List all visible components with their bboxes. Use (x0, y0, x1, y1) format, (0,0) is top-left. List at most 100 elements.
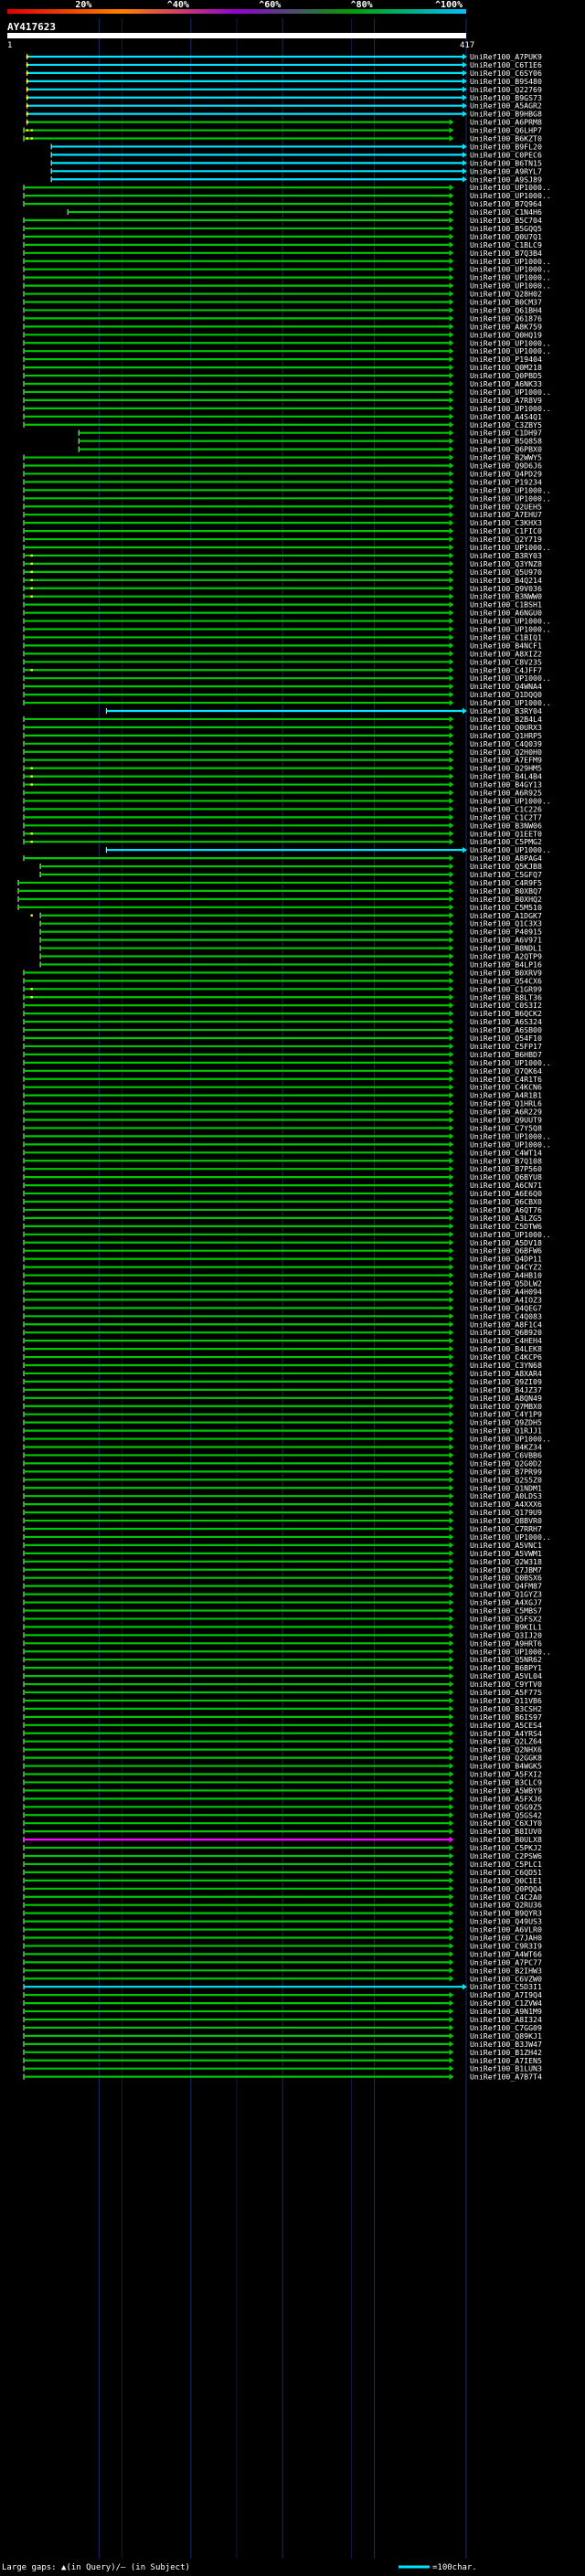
hit-label[interactable]: UniRef100_Q6LHP7 (470, 126, 542, 135)
hit-label[interactable]: UniRef100_Q4FM87 (470, 1582, 542, 1591)
hit-label[interactable]: UniRef100_P40915 (470, 928, 542, 937)
hit-label[interactable]: UniRef100_B7Q964 (470, 199, 542, 208)
hit-label[interactable]: UniRef100_B7PR99 (470, 1467, 542, 1476)
hit-label[interactable]: UniRef100_Q6CBX0 (470, 1197, 542, 1206)
hit-label[interactable]: UniRef100_Q2UEH5 (470, 502, 542, 511)
hit-row[interactable]: UniRef100_B3NW06 (23, 821, 542, 830)
hit-row[interactable]: UniRef100_C1DH97 (78, 429, 542, 438)
hit-label[interactable]: UniRef100_A7EHU7 (470, 510, 542, 519)
hit-label[interactable]: UniRef100_B0ULX8 (470, 1835, 542, 1844)
hit-row[interactable]: UniRef100_UP1000.. (23, 485, 551, 494)
hit-label[interactable]: UniRef100_Q54F10 (470, 1034, 542, 1043)
hit-label[interactable]: UniRef100_UP1000.. (470, 485, 551, 494)
hit-row[interactable]: UniRef100_C5PKJ2 (23, 1843, 542, 1852)
hit-label[interactable]: UniRef100_Q9UUT9 (470, 1116, 542, 1125)
hit-label[interactable]: UniRef100_C7JAH0 (470, 1934, 542, 1943)
hit-row[interactable]: UniRef100_Q179U9 (23, 1508, 542, 1517)
hit-row[interactable]: UniRef100_B0XBQ7 (17, 886, 542, 896)
hit-label[interactable]: UniRef100_Q0C1E1 (470, 1876, 542, 1885)
hit-label[interactable]: UniRef100_Q11VB6 (470, 1696, 542, 1705)
hit-label[interactable]: UniRef100_A7EFM9 (470, 756, 542, 765)
hit-row[interactable]: UniRef100_A8XAR4 (23, 1369, 542, 1378)
hit-label[interactable]: UniRef100_B5GQQ5 (470, 224, 542, 233)
hit-label[interactable]: UniRef100_Q28H02 (470, 290, 542, 299)
hit-label[interactable]: UniRef100_A1DGK7 (470, 911, 542, 920)
hit-row[interactable]: UniRef100_UP1000.. (23, 265, 551, 274)
hit-label[interactable]: UniRef100_A8PAG4 (470, 853, 542, 863)
hit-label[interactable]: UniRef100_B4Q214 (470, 576, 542, 585)
hit-label[interactable]: UniRef100_C1ZVW4 (470, 1998, 542, 2008)
hit-label[interactable]: UniRef100_A4IOZ3 (470, 1295, 542, 1304)
hit-row[interactable]: UniRef100_A7I9Q4 (23, 1990, 542, 1999)
hit-label[interactable]: UniRef100_A8I324 (470, 2015, 542, 2024)
hit-label[interactable]: UniRef100_A4XGJ7 (470, 1598, 542, 1607)
hit-row[interactable]: UniRef100_Q2GGK8 (23, 1754, 542, 1763)
hit-label[interactable]: UniRef100_B2WWY5 (470, 453, 542, 462)
hit-label[interactable]: UniRef100_A6PRM8 (470, 118, 542, 127)
hit-row[interactable]: UniRef100_A5FXJ6 (23, 1794, 542, 1803)
hit-label[interactable]: UniRef100_Q3IJ20 (470, 1630, 542, 1639)
hit-label[interactable]: UniRef100_C8V235 (470, 657, 542, 666)
hit-row[interactable]: UniRef100_UP1000.. (23, 1647, 551, 1656)
hit-label[interactable]: UniRef100_Q4CYZ2 (470, 1263, 542, 1272)
hit-label[interactable]: UniRef100_UP1000.. (470, 265, 551, 274)
hit-label[interactable]: UniRef100_B7Q3B4 (470, 249, 542, 258)
hit-label[interactable]: UniRef100_Q1RJJ1 (470, 1426, 542, 1436)
hit-label[interactable]: UniRef100_A5FXI2 (470, 1770, 542, 1779)
hit-row[interactable]: UniRef100_C4C2A0 (23, 1892, 542, 1902)
hit-row[interactable]: UniRef100_A5F775 (23, 1688, 542, 1697)
hit-label[interactable]: UniRef100_C1N4H6 (470, 207, 542, 217)
hit-label[interactable]: UniRef100_A9SJ89 (470, 175, 542, 184)
hit-row[interactable]: UniRef100_A8F1C4 (23, 1320, 542, 1329)
hit-label[interactable]: UniRef100_UP1000.. (470, 1230, 551, 1239)
hit-label[interactable]: UniRef100_A5CES4 (470, 1721, 542, 1730)
hit-label[interactable]: UniRef100_B4KZ34 (470, 1443, 542, 1452)
hit-row[interactable]: UniRef100_A3LZG5 (23, 1214, 542, 1223)
hit-row[interactable]: UniRef100_A1DGK7 (30, 911, 542, 920)
hit-label[interactable]: UniRef100_Q4WNA4 (470, 682, 542, 691)
hit-label[interactable]: UniRef100_Q6BFW6 (470, 1246, 542, 1256)
hit-row[interactable]: UniRef100_B7Q108 (23, 1156, 542, 1165)
hit-row[interactable]: UniRef100_A6R925 (23, 789, 542, 798)
hit-row[interactable]: UniRef100_UP1000.. (23, 625, 551, 634)
hit-label[interactable]: UniRef100_B4JZ37 (470, 1385, 542, 1394)
hit-label[interactable]: UniRef100_A5AGR2 (470, 101, 542, 111)
hit-label[interactable]: UniRef100_C2PSW6 (470, 1851, 542, 1860)
hit-label[interactable]: UniRef100_C4R9F5 (470, 878, 542, 887)
hit-row[interactable]: UniRef100_A8I324 (23, 2015, 542, 2024)
hit-label[interactable]: UniRef100_C1C2T7 (470, 812, 542, 822)
hit-row[interactable]: UniRef100_Q89KJ1 (23, 2031, 542, 2041)
hit-label[interactable]: UniRef100_Q9V036 (470, 584, 542, 593)
hit-label[interactable]: UniRef100_C7JBM7 (470, 1565, 542, 1574)
hit-label[interactable]: UniRef100_Q9ZDH5 (470, 1418, 542, 1427)
hit-row[interactable]: UniRef100_Q49US3 (23, 1917, 542, 1926)
hit-label[interactable]: UniRef100_Q2G0D2 (470, 1458, 542, 1468)
hit-row[interactable]: UniRef100_C4R9F5 (17, 878, 542, 887)
hit-row[interactable]: UniRef100_C3KHX3 (23, 518, 542, 527)
hit-label[interactable]: UniRef100_Q54CX6 (470, 976, 542, 985)
hit-label[interactable]: UniRef100_A6VLR0 (470, 1925, 542, 1935)
hit-label[interactable]: UniRef100_A6S324 (470, 1017, 542, 1026)
hit-label[interactable]: UniRef100_B9HBG8 (470, 110, 542, 119)
hit-row[interactable]: UniRef100_C5DTW6 (23, 1222, 542, 1231)
hit-row[interactable]: UniRef100_A4XGJ7 (23, 1598, 542, 1607)
hit-label[interactable]: UniRef100_A5VNC1 (470, 1541, 542, 1550)
hit-label[interactable]: UniRef100_A8XIZ2 (470, 649, 542, 658)
hit-label[interactable]: UniRef100_Q4PD29 (470, 469, 542, 478)
hit-label[interactable]: UniRef100_C4Q039 (470, 739, 542, 748)
hit-label[interactable]: UniRef100_A4H094 (470, 1287, 542, 1296)
hit-row[interactable]: UniRef100_Q54CX6 (23, 976, 542, 985)
hit-label[interactable]: UniRef100_B6HBD7 (470, 1050, 542, 1059)
hit-row[interactable]: UniRef100_A6E6Q0 (23, 1189, 542, 1198)
hit-row[interactable]: UniRef100_C4JFF7 (23, 665, 542, 674)
hit-row[interactable]: UniRef100_Q4DP11 (23, 1255, 542, 1264)
hit-row[interactable]: UniRef100_Q1DQQ0 (23, 690, 542, 699)
hit-row[interactable]: UniRef100_B5GQQ5 (23, 224, 542, 233)
hit-label[interactable]: UniRef100_B9KIL1 (470, 1622, 542, 1631)
hit-label[interactable]: UniRef100_C6QD51 (470, 1868, 542, 1877)
hit-row[interactable]: UniRef100_Q9V036 (23, 584, 542, 593)
hit-row[interactable]: UniRef100_B7Q3B4 (23, 249, 542, 258)
hit-row[interactable]: UniRef100_C5D3I1 (23, 1982, 542, 1991)
hit-row[interactable]: UniRef100_C4HEH4 (23, 1336, 542, 1345)
hit-label[interactable]: UniRef100_UP1000.. (470, 257, 551, 266)
